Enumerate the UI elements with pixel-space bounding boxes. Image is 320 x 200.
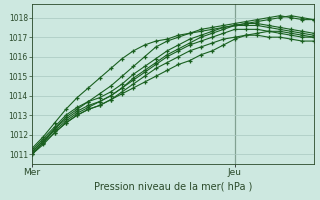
X-axis label: Pression niveau de la mer( hPa ): Pression niveau de la mer( hPa ) [94,181,252,191]
